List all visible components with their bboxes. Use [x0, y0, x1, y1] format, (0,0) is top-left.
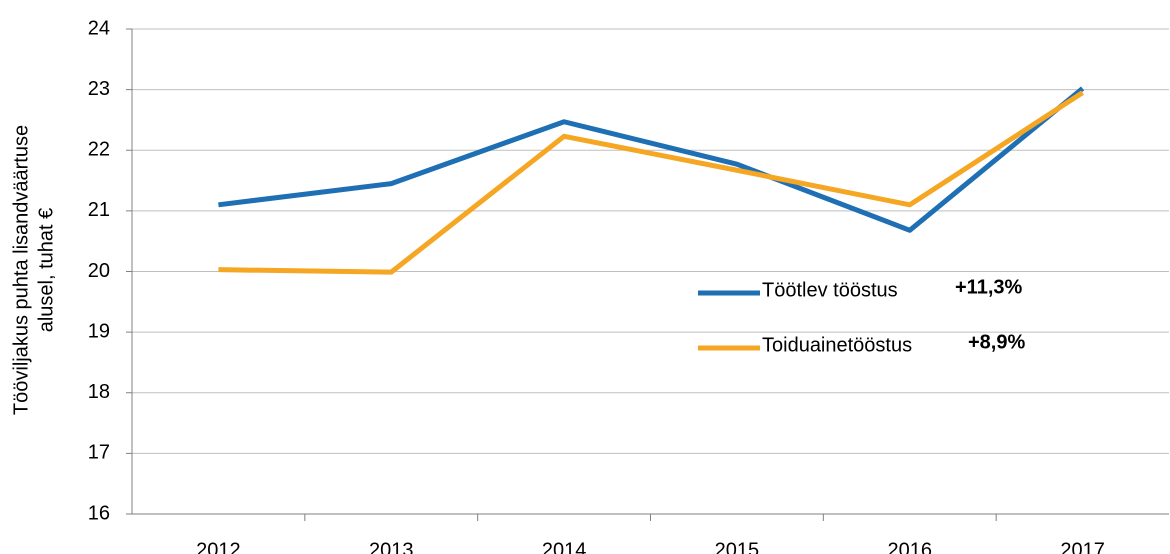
y-tick-label: 18: [88, 381, 110, 403]
series-line: [218, 90, 1084, 275]
x-tick-label: 2013: [369, 539, 414, 554]
series-line: [218, 86, 1085, 233]
y-tick-label: 21: [88, 199, 110, 221]
y-tick-label: 24: [88, 17, 110, 39]
y-axis-label: alusel, tuhat €: [35, 208, 57, 333]
legend-label: Toiduainetööstus: [762, 334, 912, 356]
y-tick-label: 17: [88, 442, 110, 464]
x-tick-label: 2012: [196, 539, 241, 554]
y-tick-label: 20: [88, 260, 110, 282]
y-tick-label: 16: [88, 502, 110, 524]
x-tick-label: 2016: [888, 539, 933, 554]
annotation: +11,3%: [955, 276, 1023, 298]
legend-label: Töötlev tööstus: [762, 279, 898, 301]
x-tick-label: 2014: [542, 539, 587, 554]
y-axis-label: Tööviljakus puhta lisandväärtuse: [10, 125, 32, 415]
y-tick-label: 19: [88, 320, 110, 342]
x-tick-label: 2015: [715, 539, 760, 554]
x-tick-label: 2017: [1060, 539, 1105, 554]
y-tick-label: 22: [88, 139, 110, 161]
annotation: +8,9%: [968, 331, 1025, 353]
y-tick-label: 23: [88, 78, 110, 100]
